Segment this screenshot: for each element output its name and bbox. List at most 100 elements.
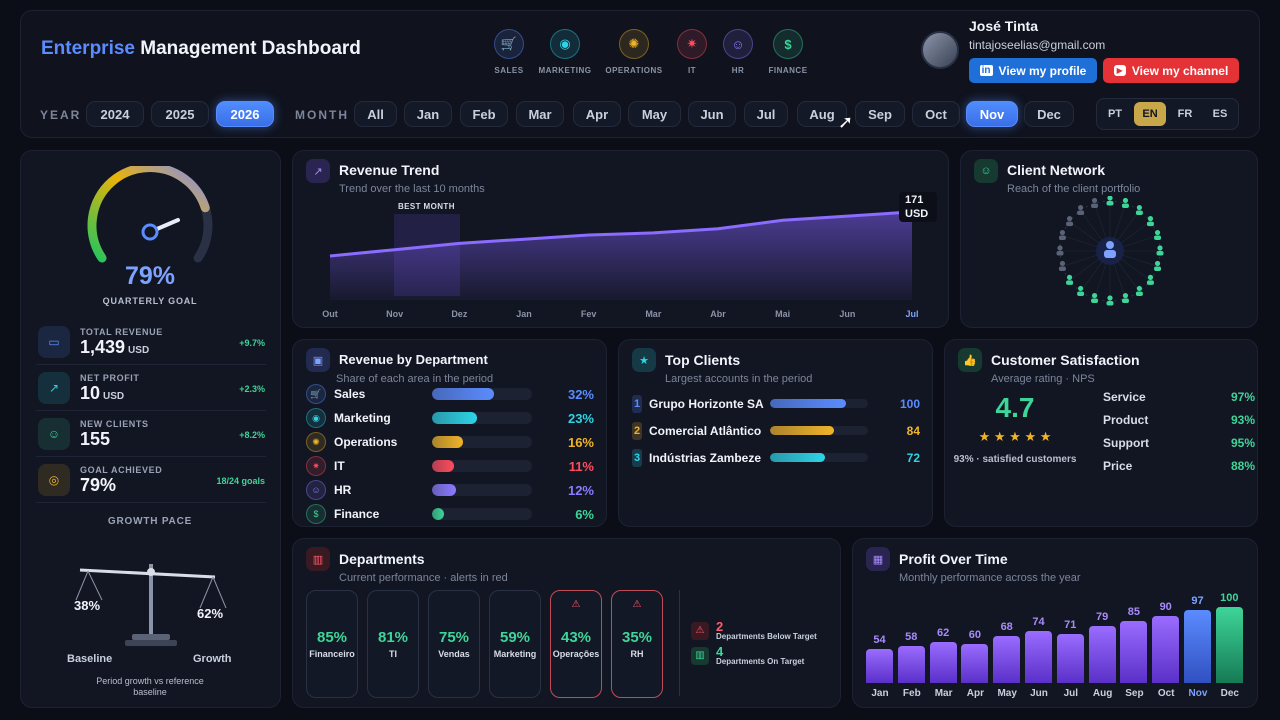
profit-bar-value: 97 (1191, 594, 1204, 607)
dollar-icon: $ (306, 504, 326, 524)
dept-pct: 6% (575, 507, 594, 522)
revenue-trend-title: Revenue Trend (339, 162, 440, 178)
profit-month-label: Aug (1092, 688, 1113, 699)
dept-bar-track (432, 508, 532, 520)
month-dec[interactable]: Dec (1024, 101, 1074, 127)
client-bar-track (770, 399, 868, 408)
month-aug[interactable]: Aug (797, 101, 847, 127)
client-value: 72 (906, 451, 920, 465)
trend-x-tick: Jun (839, 309, 856, 319)
nav-label: HR (731, 66, 745, 75)
client-rank: 3 (632, 449, 642, 467)
warning-icon: ⚠ (691, 622, 709, 640)
department-score: 43% (560, 629, 592, 646)
nav-hr[interactable]: ☺ HR (703, 29, 773, 75)
nav-marketing[interactable]: ◉ MARKETING (530, 29, 600, 75)
department-score: 75% (438, 629, 470, 646)
gear-icon: ✺ (619, 29, 649, 59)
profit-bar-value: 74 (1032, 615, 1045, 628)
profit-bar (1215, 607, 1243, 683)
nav-sales[interactable]: 🛒 SALES (474, 29, 544, 75)
view-channel-button[interactable]: ▶ View my channel (1103, 58, 1239, 83)
year-2026[interactable]: 2026 (216, 101, 274, 127)
client-bar-fill (770, 426, 835, 435)
goal-label: QUARTERLY GOAL (102, 296, 198, 306)
month-jun[interactable]: Jun (688, 101, 736, 127)
department-card[interactable]: ⚠ 43% Operações (550, 590, 602, 698)
goal-percent: 79% (124, 262, 176, 290)
department-card[interactable]: 85% Financeiro (306, 590, 358, 698)
profit-bar (993, 636, 1021, 683)
satisfaction-label: Support (1103, 436, 1149, 450)
kpi-label: TOTAL REVENUE (80, 327, 163, 337)
warning-icon: ⚠ (632, 599, 642, 610)
department-card[interactable]: 75% Vendas (428, 590, 480, 698)
trend-x-tick: Mar (645, 309, 662, 319)
user-name: José Tinta (969, 18, 1038, 34)
satisfaction-caption: 93% · satisfied customers (953, 454, 1077, 465)
lang-pt[interactable]: PT (1107, 108, 1123, 120)
view-profile-button[interactable]: in View my profile (969, 58, 1097, 83)
department-card[interactable]: ⚠ 35% RH (611, 590, 663, 698)
profit-bar-value: 79 (1095, 611, 1109, 624)
month-nov[interactable]: Nov (966, 101, 1018, 127)
dept-divider (679, 590, 680, 696)
client-name: Comercial Atlântico l (649, 424, 764, 438)
warning-icon: ⚠ (571, 599, 581, 610)
kpi-number: 10 (80, 383, 101, 403)
month-oct[interactable]: Oct (912, 101, 960, 127)
rating-stars: ★ ★ ★ ★ ★ (978, 429, 1052, 444)
dept-pct: 11% (568, 459, 594, 474)
kpi-divider (36, 410, 266, 411)
trend-icon: ↗ (306, 159, 330, 183)
kpi-divider (36, 364, 266, 365)
avatar[interactable] (921, 31, 959, 69)
month-may[interactable]: May (628, 101, 681, 127)
month-jan[interactable]: Jan (404, 101, 452, 127)
youtube-icon: ▶ (1113, 65, 1126, 76)
profit-bar (1152, 616, 1180, 683)
satisfaction-value: 88% (1230, 459, 1255, 473)
month-apr[interactable]: Apr (573, 101, 621, 127)
department-card[interactable]: 59% Marketing (489, 590, 541, 698)
bug-icon: ✷ (677, 29, 707, 59)
profit-month-label: Oct (1157, 688, 1175, 699)
people-icon: ☺ (723, 29, 753, 59)
lang-en[interactable]: EN (1134, 102, 1166, 126)
kpi-number: 155 (80, 429, 111, 449)
year-2024[interactable]: 2024 (86, 101, 144, 127)
client-node-icon (1146, 216, 1154, 227)
month-mar[interactable]: Mar (516, 101, 564, 127)
month-feb[interactable]: Feb (460, 101, 508, 127)
profit-month-label: May (997, 688, 1017, 699)
lang-es[interactable]: ES (1212, 108, 1228, 120)
profit-bar (929, 641, 957, 683)
department-score: 59% (499, 629, 531, 646)
client-bar-track (770, 426, 868, 435)
month-sep[interactable]: Sep (855, 101, 905, 127)
satisfaction-score: 4.7 (995, 392, 1035, 423)
department-score: 81% (377, 629, 409, 646)
growth-caption-1: Period growth vs reference (96, 676, 204, 686)
profit-month-label: Jul (1063, 688, 1079, 699)
kpi-unit: USD (128, 345, 150, 356)
profit-month-label: Sep (1125, 688, 1144, 699)
department-card[interactable]: 81% TI (367, 590, 419, 698)
dept-bar-track (432, 388, 532, 400)
department-name: TI (389, 649, 397, 659)
month-all[interactable]: All (354, 101, 397, 127)
growth-right-label: Growth (193, 653, 232, 665)
year-2025[interactable]: 2025 (151, 101, 209, 127)
nav-operations[interactable]: ✺ OPERATIONS (599, 29, 669, 75)
nav-it[interactable]: ✷ IT (657, 29, 727, 75)
client-name: Indústrias Zambeze (649, 451, 762, 465)
nav-finance[interactable]: $ FINANCE (753, 29, 823, 75)
kpi-delta: +8.2% (239, 430, 265, 440)
client-node-icon (1106, 295, 1114, 306)
quarterly-goal-gauge (87, 166, 213, 263)
client-node-icon (1058, 260, 1066, 271)
on-target-icon: ▥ (691, 647, 709, 665)
month-jul[interactable]: Jul (744, 101, 788, 127)
lang-fr[interactable]: FR (1177, 108, 1193, 120)
dept-bar-track (432, 484, 532, 496)
